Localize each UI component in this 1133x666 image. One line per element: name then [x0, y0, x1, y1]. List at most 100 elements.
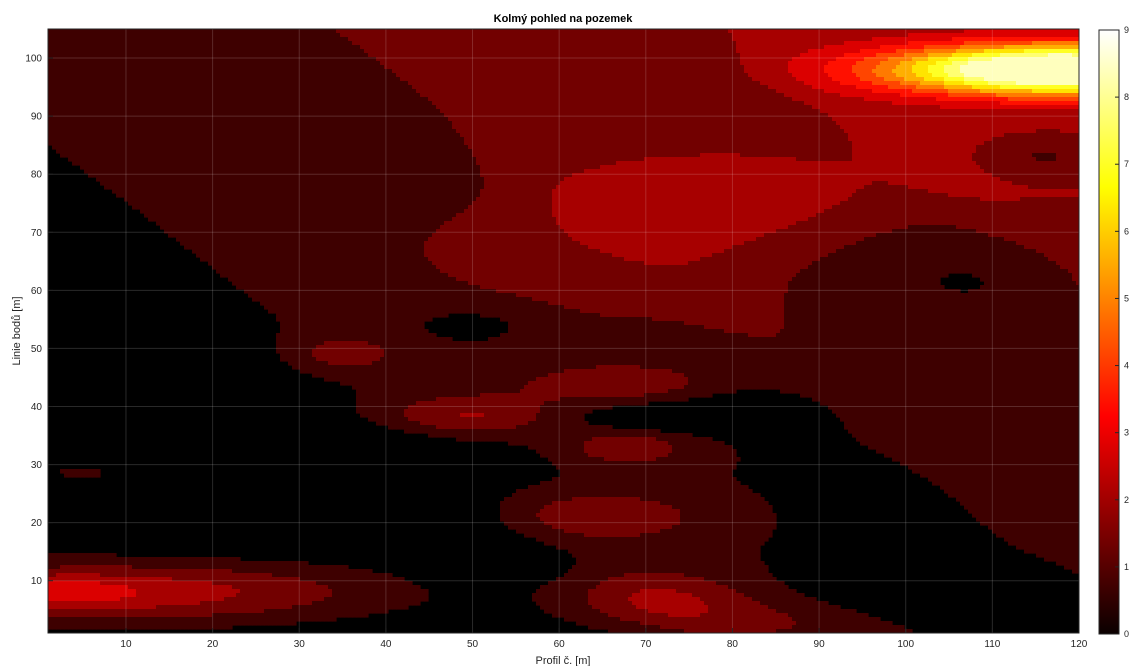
- contour-cell: [392, 85, 397, 90]
- contour-cell: [448, 33, 453, 38]
- contour-cell: [792, 65, 797, 70]
- contour-cell: [92, 53, 97, 58]
- contour-cell: [448, 81, 453, 86]
- contour-cell: [952, 93, 957, 98]
- contour-cell: [928, 45, 933, 50]
- contour-cell: [608, 89, 613, 94]
- contour-cell: [884, 61, 889, 66]
- contour-cell: [204, 73, 209, 78]
- contour-cell: [304, 77, 309, 82]
- contour-cell: [820, 69, 825, 74]
- contour-cell: [664, 97, 669, 102]
- contour-cell: [1060, 61, 1065, 66]
- contour-cell: [520, 73, 525, 78]
- contour-cell: [1044, 89, 1049, 94]
- contour-cell: [736, 49, 741, 54]
- contour-cell: [432, 41, 437, 46]
- contour-cell: [524, 77, 529, 82]
- contour-cell: [432, 89, 437, 94]
- contour-cell: [324, 61, 329, 66]
- contour-cell: [1060, 101, 1065, 106]
- contour-cell: [124, 85, 129, 90]
- contour-cell: [276, 33, 281, 38]
- contour-cell: [956, 89, 961, 94]
- contour-cell: [596, 29, 601, 34]
- contour-cell: [1052, 53, 1057, 58]
- contour-cell: [460, 89, 465, 94]
- contour-cell: [988, 45, 993, 50]
- contour-cell: [636, 57, 641, 62]
- contour-cell: [392, 61, 397, 66]
- contour-cell: [260, 33, 265, 38]
- contour-cell: [780, 93, 785, 98]
- contour-cell: [1064, 85, 1069, 90]
- contour-cell: [72, 97, 77, 102]
- contour-cell: [80, 49, 85, 54]
- contour-cell: [540, 49, 545, 54]
- contour-cell: [408, 73, 413, 78]
- contour-cell: [264, 45, 269, 50]
- contour-cell: [304, 45, 309, 50]
- contour-cell: [316, 65, 321, 70]
- contour-cell: [256, 41, 261, 46]
- contour-cell: [1036, 57, 1041, 62]
- contour-cell: [236, 29, 241, 34]
- contour-cell: [528, 33, 533, 38]
- contour-cell: [380, 33, 385, 38]
- contour-cell: [52, 53, 57, 58]
- contour-cell: [748, 37, 753, 42]
- contour-cell: [692, 33, 697, 38]
- contour-cell: [232, 77, 237, 82]
- contour-cell: [944, 53, 949, 58]
- contour-cell: [868, 81, 873, 86]
- contour-cell: [620, 85, 625, 90]
- contour-cell: [1056, 65, 1061, 70]
- contour-cell: [556, 45, 561, 50]
- contour-cell: [880, 85, 885, 90]
- contour-cell: [1048, 89, 1053, 94]
- contour-cell: [596, 69, 601, 74]
- contour-cell: [572, 29, 577, 34]
- contour-cell: [796, 37, 801, 42]
- contour-cell: [580, 61, 585, 66]
- contour-cell: [1000, 89, 1005, 94]
- contour-cell: [624, 49, 629, 54]
- contour-cell: [1012, 53, 1017, 58]
- contour-cell: [1052, 37, 1057, 42]
- contour-cell: [168, 89, 173, 94]
- contour-cell: [528, 41, 533, 46]
- contour-cell: [916, 101, 921, 106]
- contour-cell: [328, 89, 333, 94]
- contour-cell: [612, 45, 617, 50]
- contour-cell: [552, 101, 557, 106]
- contour-cell: [1040, 93, 1045, 98]
- contour-cell: [392, 77, 397, 82]
- contour-cell: [84, 93, 89, 98]
- contour-cell: [908, 73, 913, 78]
- contour-cell: [100, 49, 105, 54]
- contour-cell: [460, 61, 465, 66]
- contour-cell: [596, 97, 601, 102]
- contour-cell: [992, 77, 997, 82]
- contour-cell: [404, 97, 409, 102]
- contour-cell: [1064, 53, 1069, 58]
- contour-cell: [660, 29, 665, 34]
- contour-cell: [352, 93, 357, 98]
- contour-cell: [600, 93, 605, 98]
- contour-cell: [316, 45, 321, 50]
- contour-cell: [292, 105, 297, 110]
- contour-cell: [948, 77, 953, 82]
- contour-cell: [540, 45, 545, 50]
- contour-cell: [1044, 45, 1049, 50]
- contour-cell: [168, 77, 173, 82]
- contour-cell: [744, 77, 749, 82]
- contour-cell: [436, 81, 441, 86]
- contour-cell: [152, 73, 157, 78]
- contour-cell: [600, 77, 605, 82]
- contour-cell: [164, 77, 169, 82]
- contour-cell: [792, 89, 797, 94]
- contour-cell: [96, 49, 101, 54]
- contour-cell: [224, 101, 229, 106]
- contour-cell: [872, 37, 877, 42]
- contour-cell: [120, 101, 125, 106]
